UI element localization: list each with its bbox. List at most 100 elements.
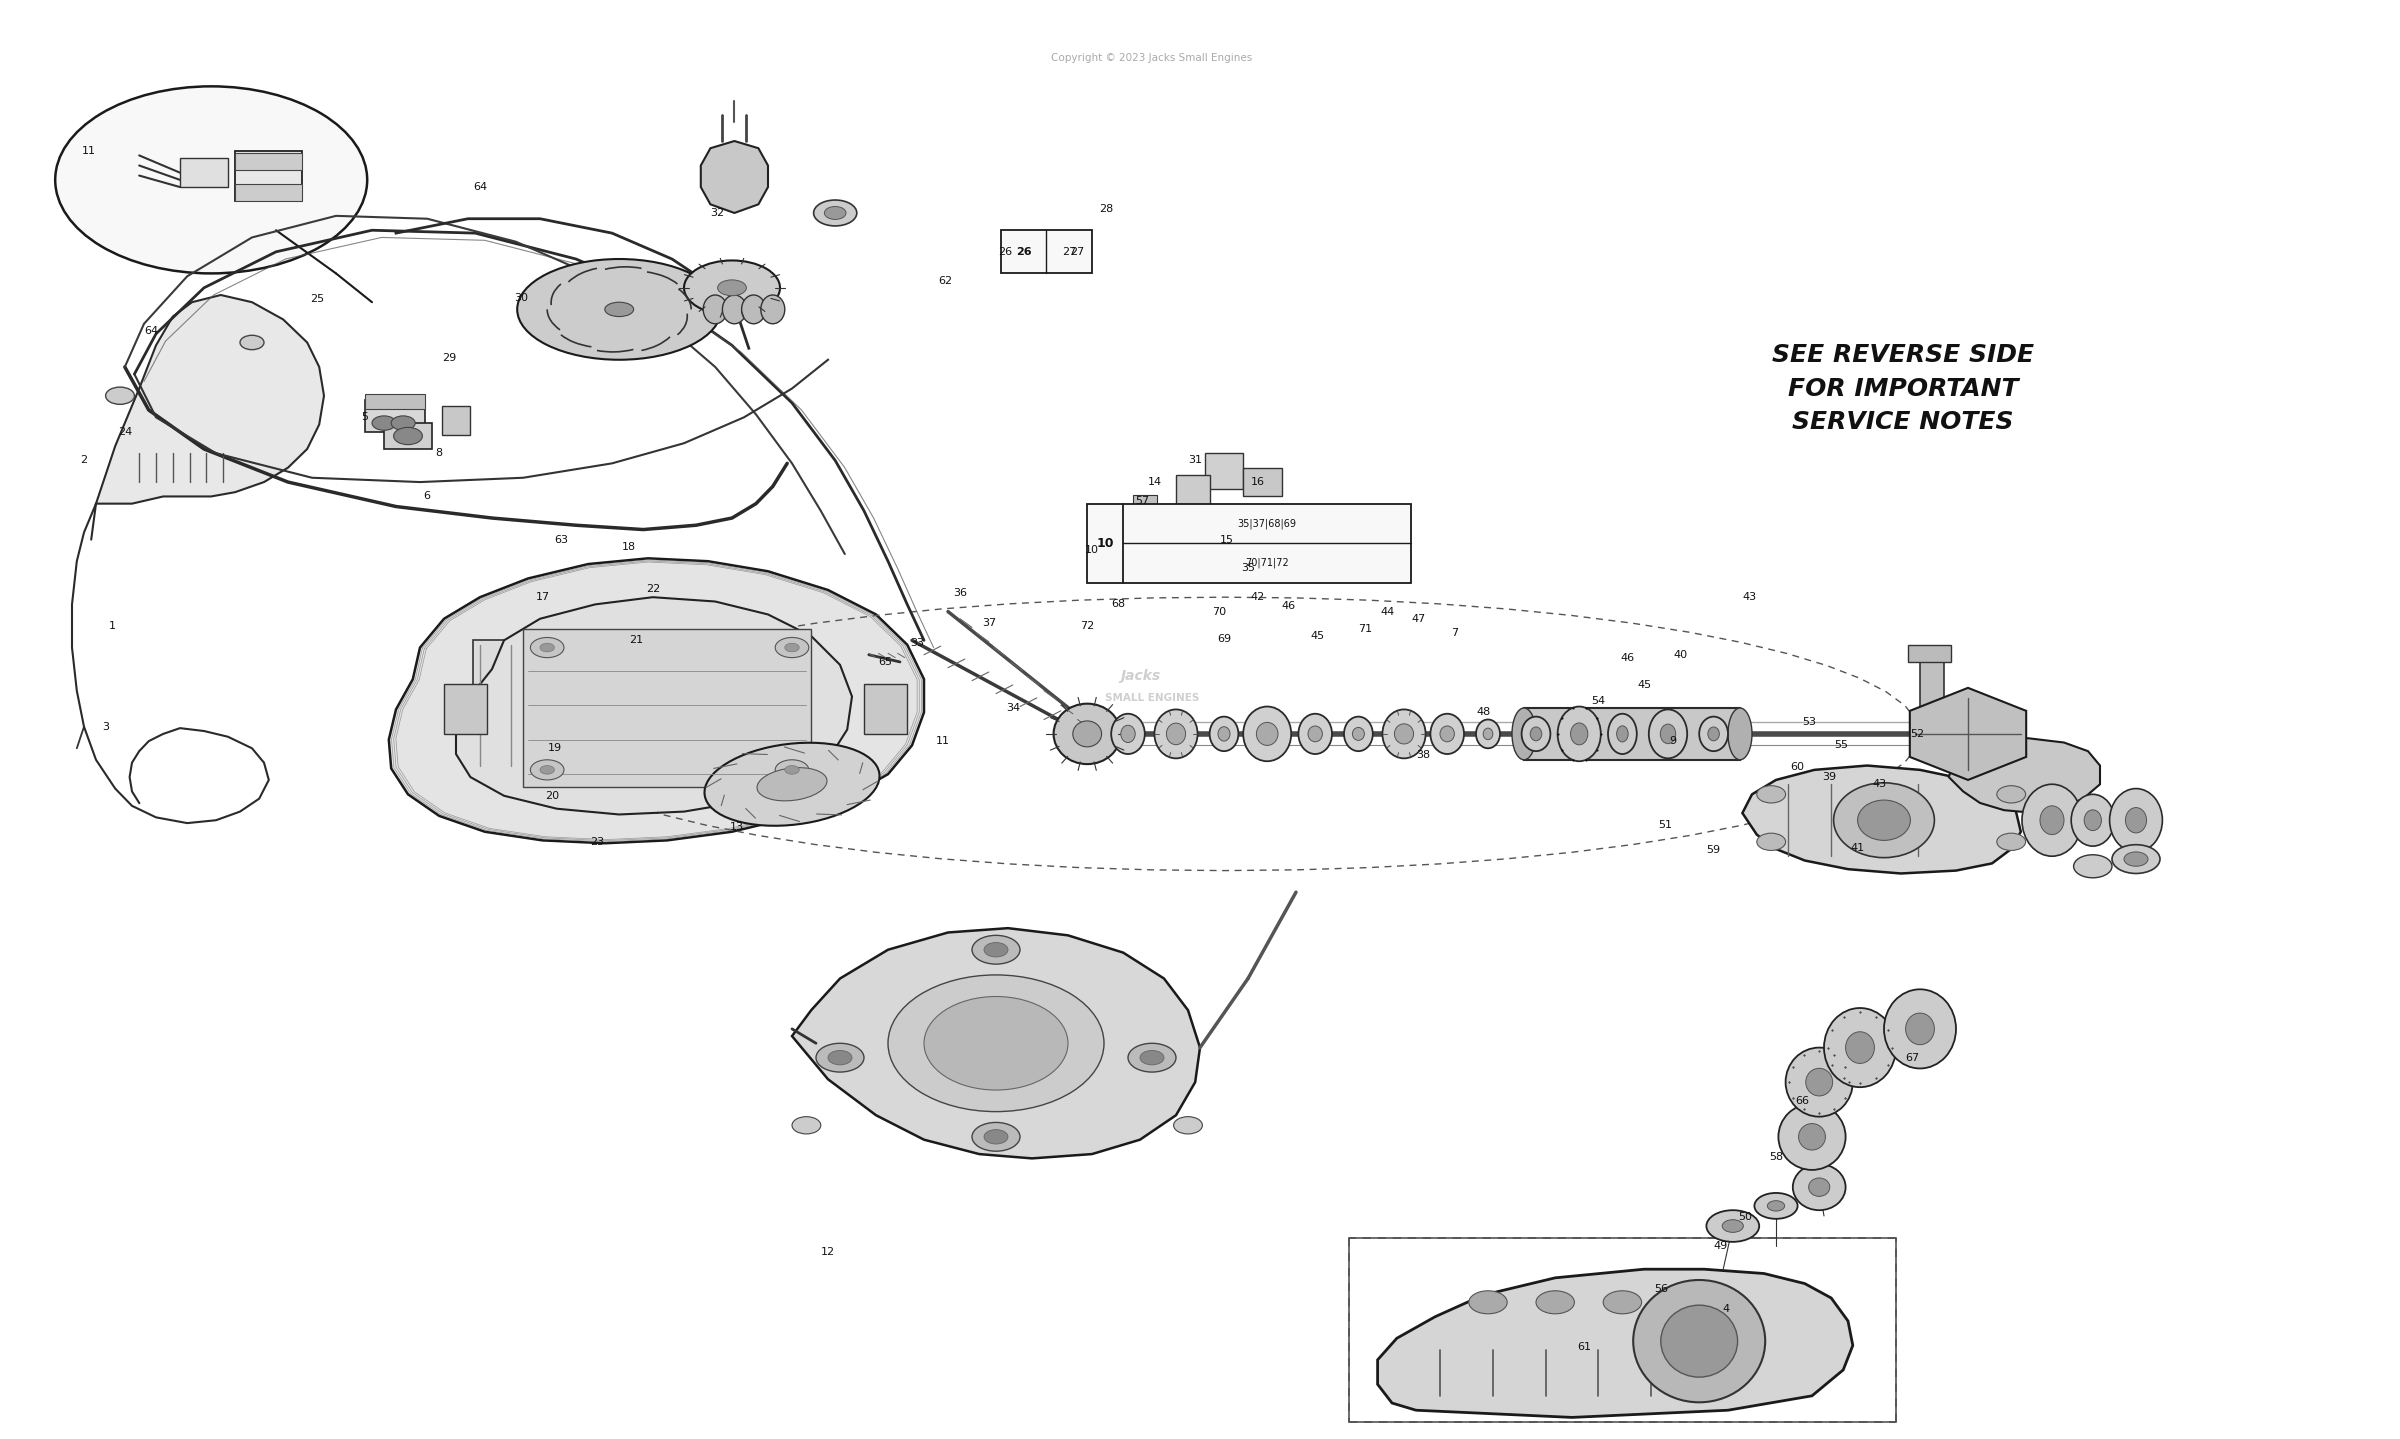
Circle shape xyxy=(792,1117,821,1134)
Circle shape xyxy=(106,387,134,404)
Circle shape xyxy=(828,1050,852,1065)
Text: Copyright © 2023 Jacks Small Engines: Copyright © 2023 Jacks Small Engines xyxy=(1051,53,1253,62)
Text: 32: 32 xyxy=(710,209,725,217)
Circle shape xyxy=(1757,833,1786,850)
Ellipse shape xyxy=(1219,727,1231,741)
Text: 27: 27 xyxy=(1063,248,1075,256)
Polygon shape xyxy=(456,597,852,814)
Text: 67: 67 xyxy=(1906,1053,1920,1062)
Text: 63: 63 xyxy=(554,535,569,544)
Bar xyxy=(1133,495,1157,518)
Text: 53: 53 xyxy=(1802,718,1817,727)
Ellipse shape xyxy=(1766,1200,1786,1212)
Circle shape xyxy=(984,943,1008,957)
Ellipse shape xyxy=(605,302,634,317)
Text: 8: 8 xyxy=(437,449,442,458)
Ellipse shape xyxy=(1906,1013,1934,1045)
Text: 10: 10 xyxy=(1097,537,1114,550)
Ellipse shape xyxy=(2126,807,2146,833)
Circle shape xyxy=(394,427,422,445)
Text: 10: 10 xyxy=(1085,545,1099,554)
Text: 13: 13 xyxy=(730,823,744,832)
Ellipse shape xyxy=(1754,1193,1798,1219)
Circle shape xyxy=(972,1122,1020,1151)
Text: 70|71|72: 70|71|72 xyxy=(1246,558,1289,568)
Ellipse shape xyxy=(1054,704,1121,764)
Text: 45: 45 xyxy=(1637,681,1651,689)
Circle shape xyxy=(1997,833,2026,850)
Text: 57: 57 xyxy=(1135,496,1150,505)
Text: 15: 15 xyxy=(1219,535,1234,544)
Text: 3: 3 xyxy=(103,722,108,731)
Ellipse shape xyxy=(1394,724,1414,744)
Text: 26: 26 xyxy=(1015,248,1032,256)
Circle shape xyxy=(984,1130,1008,1144)
Ellipse shape xyxy=(1649,709,1687,758)
Circle shape xyxy=(1997,786,2026,803)
Text: 71: 71 xyxy=(1358,625,1373,633)
Bar xyxy=(1920,656,1944,728)
Polygon shape xyxy=(1742,766,2021,873)
Ellipse shape xyxy=(1810,1179,1829,1196)
Ellipse shape xyxy=(1073,721,1102,747)
Bar xyxy=(235,184,302,201)
Circle shape xyxy=(530,637,564,658)
Text: 68: 68 xyxy=(1111,600,1126,609)
Bar xyxy=(473,640,713,770)
Ellipse shape xyxy=(2112,845,2160,873)
Text: 2: 2 xyxy=(82,456,86,465)
Bar xyxy=(1243,468,1282,496)
Circle shape xyxy=(1174,1117,1202,1134)
Ellipse shape xyxy=(1728,708,1752,760)
Text: 11: 11 xyxy=(936,737,950,745)
Ellipse shape xyxy=(1258,722,1279,745)
Circle shape xyxy=(785,643,799,652)
Text: 72: 72 xyxy=(1080,622,1094,630)
Circle shape xyxy=(1128,1043,1176,1072)
Text: 19: 19 xyxy=(547,744,562,753)
Circle shape xyxy=(1536,1291,1574,1314)
Ellipse shape xyxy=(756,767,828,802)
Ellipse shape xyxy=(1558,707,1601,761)
Text: 42: 42 xyxy=(1250,593,1265,602)
Polygon shape xyxy=(389,558,924,843)
Text: 11: 11 xyxy=(82,147,96,155)
Text: 22: 22 xyxy=(646,584,660,593)
Bar xyxy=(235,153,302,170)
Bar xyxy=(1001,230,1092,273)
Ellipse shape xyxy=(1706,1210,1759,1242)
Ellipse shape xyxy=(1884,990,1956,1068)
Ellipse shape xyxy=(722,295,746,324)
Text: 14: 14 xyxy=(1147,478,1162,486)
Text: 65: 65 xyxy=(878,658,893,666)
Text: 25: 25 xyxy=(310,295,324,304)
Text: 45: 45 xyxy=(1310,632,1325,640)
Text: 38: 38 xyxy=(1416,751,1430,760)
Text: 44: 44 xyxy=(1380,607,1394,616)
Ellipse shape xyxy=(1834,783,1934,858)
Text: SEE REVERSE SIDE
FOR IMPORTANT
SERVICE NOTES: SEE REVERSE SIDE FOR IMPORTANT SERVICE N… xyxy=(1771,342,2035,435)
Ellipse shape xyxy=(2074,855,2112,878)
Bar xyxy=(235,151,302,201)
Ellipse shape xyxy=(1632,1281,1764,1402)
Ellipse shape xyxy=(1243,707,1291,761)
Text: 27: 27 xyxy=(1070,248,1085,256)
Circle shape xyxy=(391,416,415,430)
Bar xyxy=(365,400,425,432)
Text: 24: 24 xyxy=(118,427,132,436)
Ellipse shape xyxy=(684,260,780,315)
Text: 23: 23 xyxy=(590,837,605,846)
Text: 56: 56 xyxy=(1654,1285,1668,1294)
Text: 70: 70 xyxy=(1212,607,1226,616)
Circle shape xyxy=(240,335,264,350)
Ellipse shape xyxy=(1699,717,1728,751)
Polygon shape xyxy=(701,141,768,213)
Ellipse shape xyxy=(1778,1104,1846,1170)
Text: 34: 34 xyxy=(1006,704,1020,712)
Ellipse shape xyxy=(518,259,722,360)
Text: 64: 64 xyxy=(144,327,158,335)
Circle shape xyxy=(775,637,809,658)
Bar xyxy=(864,684,907,734)
Ellipse shape xyxy=(1723,1220,1742,1232)
Text: 51: 51 xyxy=(1658,820,1673,829)
